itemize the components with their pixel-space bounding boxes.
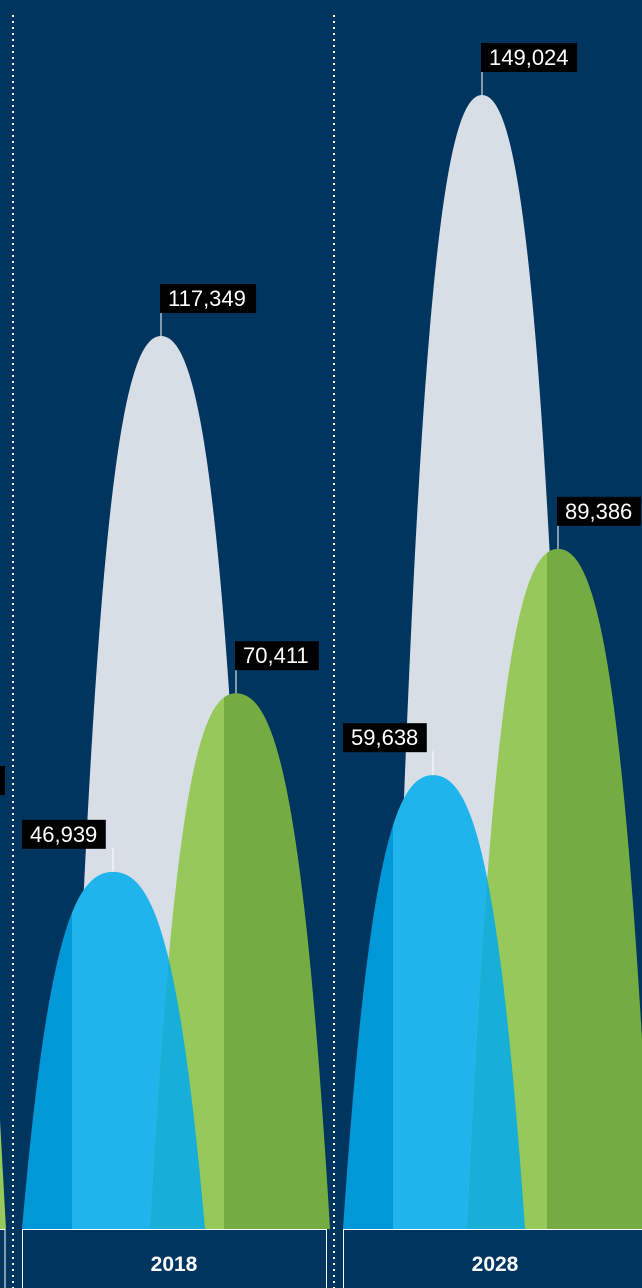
label-text: 117,349 — [168, 286, 246, 311]
category-box-2018: 2018 — [22, 1229, 327, 1288]
label-box — [557, 496, 641, 526]
previous-group-box — [0, 1229, 6, 1288]
data-label-blue-2018: 46,939 — [22, 819, 114, 872]
category-box-2028: 2028 — [343, 1229, 642, 1288]
label-text: 46,939 — [30, 822, 97, 847]
data-label-white-2018: 117,349 — [160, 284, 257, 337]
data-label-green-2018: 70,411 — [235, 641, 319, 694]
data-label-white-2028: 149,024 — [481, 43, 578, 95]
label-text: 59,638 — [351, 725, 418, 750]
chart-x-axis: 2018 2028 — [0, 15, 642, 1288]
category-label: 2018 — [151, 1253, 198, 1276]
category-box-frame — [22, 1229, 327, 1288]
previous-group-label-box — [0, 766, 5, 795]
data-label-blue-2028: 59,638 — [343, 723, 434, 776]
chart-data-labels: 46,939 117,349 70,411 59,638 149,024 89,386 — [22, 43, 641, 872]
previous-group-partial — [0, 766, 6, 1288]
category-label: 2028 — [472, 1253, 519, 1276]
label-box — [481, 43, 578, 72]
label-box — [343, 723, 427, 753]
label-box — [22, 819, 106, 849]
label-text: 70,411 — [243, 643, 309, 668]
data-label-green-2028: 89,386 — [557, 496, 641, 549]
label-text: 89,386 — [565, 499, 632, 524]
label-text: 149,024 — [489, 45, 569, 70]
category-box-frame — [343, 1229, 642, 1288]
label-box — [235, 641, 319, 671]
label-box — [160, 284, 257, 314]
previous-group-green-edge — [0, 1120, 6, 1229]
